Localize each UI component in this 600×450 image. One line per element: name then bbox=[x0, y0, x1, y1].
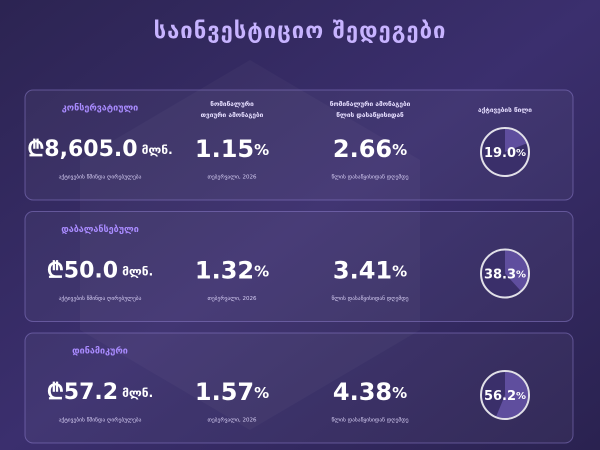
unit: მლნ. bbox=[122, 386, 153, 400]
currency: ₾ bbox=[47, 259, 64, 284]
caption: თებერვალი, 2026 bbox=[207, 417, 257, 424]
caption: თებერვალი, 2026 bbox=[207, 295, 257, 302]
donut-share bbox=[496, 371, 529, 419]
value-number: 4.38 bbox=[333, 378, 392, 406]
nav-number: 8,605.0 bbox=[44, 137, 137, 162]
value: 4.38% bbox=[333, 378, 407, 406]
share-label: 19.0% bbox=[484, 146, 526, 161]
page-title: საინვესტიციო შედეგები bbox=[154, 19, 447, 44]
share-number: 19.0 bbox=[484, 146, 516, 161]
percent-sign: % bbox=[516, 148, 526, 159]
portfolio-name: დინამიკური bbox=[72, 346, 128, 357]
caption: წლის დასაწყისიდან დღემდე bbox=[331, 417, 408, 424]
caption: აქტივების წმინდა ღირებულება bbox=[59, 295, 142, 302]
percent-sign: % bbox=[516, 391, 526, 402]
card bbox=[24, 332, 574, 444]
donut-share bbox=[505, 129, 527, 152]
portfolio-name: კონსერვატიული bbox=[62, 103, 138, 114]
percent-sign: % bbox=[392, 262, 407, 280]
value: 1.32% bbox=[195, 257, 269, 285]
caption: აქტივების წმინდა ღირებულება bbox=[59, 174, 142, 181]
column-header: აქტივების წილი bbox=[478, 106, 532, 114]
card bbox=[24, 211, 574, 322]
nav-value: ₾50.0 მლნ. bbox=[47, 259, 153, 284]
nav-value: ₾57.2 მლნ. bbox=[47, 380, 153, 405]
value: 1.57% bbox=[195, 378, 269, 406]
currency: ₾ bbox=[27, 137, 44, 162]
unit: მლნ. bbox=[142, 143, 173, 157]
percent-sign: % bbox=[392, 141, 407, 159]
column-header: ნომინალური bbox=[210, 100, 254, 108]
share-label: 56.2% bbox=[484, 389, 526, 404]
value-number: 3.41 bbox=[333, 257, 392, 285]
column-header: თვიური ამონაგები bbox=[201, 111, 264, 119]
share-label: 38.3% bbox=[484, 267, 526, 282]
percent-sign: % bbox=[516, 270, 526, 281]
value: 3.41% bbox=[333, 257, 407, 285]
nav-value: ₾8,605.0 მლნ. bbox=[27, 137, 172, 162]
caption: აქტივების წმინდა ღირებულება bbox=[59, 417, 142, 424]
percent-sign: % bbox=[254, 384, 269, 402]
caption: წლის დასაწყისიდან დღემდე bbox=[331, 295, 408, 302]
value: 2.66% bbox=[333, 135, 407, 163]
percent-sign: % bbox=[392, 384, 407, 402]
percent-sign: % bbox=[254, 141, 269, 159]
unit: მლნ. bbox=[122, 264, 153, 278]
nav-number: 57.2 bbox=[64, 380, 118, 405]
column-header: ნომინალური ამონაგები bbox=[330, 100, 411, 108]
column-header: წლის დასაწყისიდან bbox=[336, 111, 404, 119]
value-number: 1.15 bbox=[195, 135, 254, 163]
value-number: 1.32 bbox=[195, 257, 254, 285]
value-number: 2.66 bbox=[333, 135, 392, 163]
value-number: 1.57 bbox=[195, 378, 254, 406]
caption: თებერვალი, 2026 bbox=[207, 174, 257, 181]
percent-sign: % bbox=[254, 262, 269, 280]
value: 1.15% bbox=[195, 135, 269, 163]
nav-number: 50.0 bbox=[64, 259, 118, 284]
portfolio-name: დაბალანსებული bbox=[61, 225, 139, 235]
share-number: 38.3 bbox=[484, 267, 516, 282]
caption: წლის დასაწყისიდან დღემდე bbox=[331, 174, 408, 181]
card bbox=[24, 89, 574, 201]
currency: ₾ bbox=[47, 380, 64, 405]
donut-share bbox=[505, 250, 529, 291]
share-number: 56.2 bbox=[484, 389, 516, 404]
